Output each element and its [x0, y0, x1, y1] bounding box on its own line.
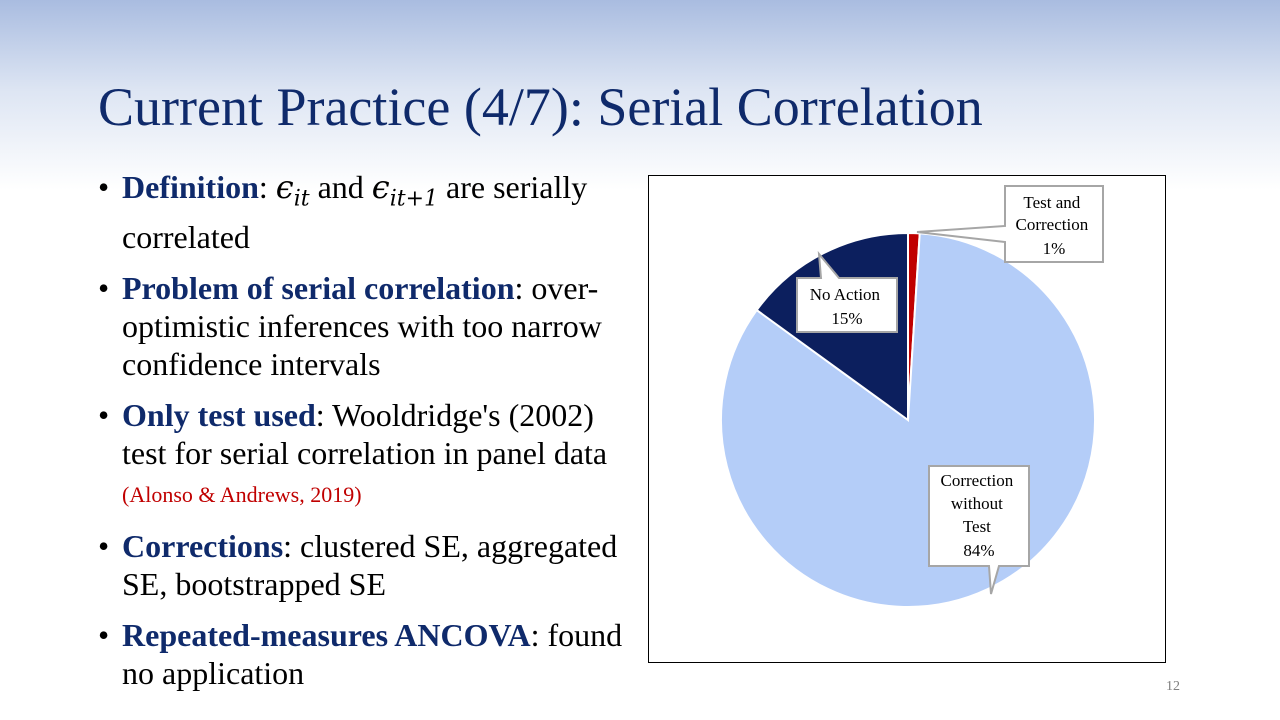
bullet-only-test: • Only test used: Wooldridge's (2002) te… — [98, 396, 628, 514]
bullet-text: are serially correlated — [122, 169, 588, 256]
pie-chart: Test and Correction 1% No Action 15% Cor… — [720, 185, 1104, 608]
callout-value: 1% — [1043, 239, 1066, 258]
callout-label-line: Test and — [1023, 193, 1080, 212]
bullet-term: Only test used — [122, 397, 316, 434]
bullet-marker: • — [98, 270, 110, 307]
bullet-term: Corrections — [122, 528, 284, 565]
callout-label-line: No Action — [810, 285, 881, 304]
callout-value: 15% — [831, 309, 862, 328]
svg-text:Test and Correction: Test and Correction 1% — [1016, 193, 1093, 258]
citation: (Alonso & Andrews, 2019) — [122, 482, 362, 508]
callout-test-and-correction — [916, 185, 1104, 263]
slide-title: Current Practice (4/7): Serial Correlati… — [98, 77, 983, 137]
callout-label-line: without — [951, 494, 1003, 513]
bullet-ancova: • Repeated-measures ANCOVA: found no app… — [98, 616, 628, 692]
bullet-problem: • Problem of serial correlation: over-op… — [98, 269, 628, 383]
bullet-text: : clustered SE, aggregated SE, bootstrap… — [122, 528, 618, 603]
bullet-marker: • — [98, 169, 110, 205]
callout-label-line: Correction — [1016, 215, 1089, 234]
bullet-term: Problem of serial correlation — [122, 270, 515, 307]
svg-text:No Action 15%: No Action 15% — [810, 285, 885, 328]
bullet-text: : found no application — [122, 617, 623, 692]
bullet-list: • Definition: ϵit and ϵit+1 are serially… — [98, 168, 628, 705]
bullet-marker: • — [98, 397, 110, 434]
pie-chart-frame: Test and Correction 1% No Action 15% Cor… — [648, 175, 1166, 663]
bullet-corrections: • Corrections: clustered SE, aggregated … — [98, 527, 628, 603]
bullet-term: Repeated-measures ANCOVA — [122, 617, 531, 654]
slide-number: 12 — [1166, 679, 1180, 694]
math-epsilon-it: ϵit — [275, 168, 310, 212]
callout-value: 84% — [963, 541, 994, 560]
bullet-term: Definition — [122, 169, 259, 205]
math-epsilon-it-plus-1: ϵit+1 — [371, 168, 439, 212]
callout-label-line: Correction — [941, 471, 1014, 490]
bullet-text: : Wooldridge's (2002) test for serial co… — [122, 397, 608, 472]
bullet-marker: • — [98, 528, 110, 565]
bullet-marker: • — [98, 617, 110, 654]
bullet-conj: and — [309, 169, 372, 205]
callout-no-action — [796, 250, 898, 333]
bullet-definition: • Definition: ϵit and ϵit+1 are serially… — [98, 168, 588, 256]
callout-label-line: Test — [963, 517, 991, 536]
bullet-text: : over-optimistic inferences with too na… — [122, 270, 602, 383]
callout-correction-without-test — [928, 465, 1030, 595]
svg-text:Correction without: Correction without Test 84% — [941, 471, 1018, 560]
